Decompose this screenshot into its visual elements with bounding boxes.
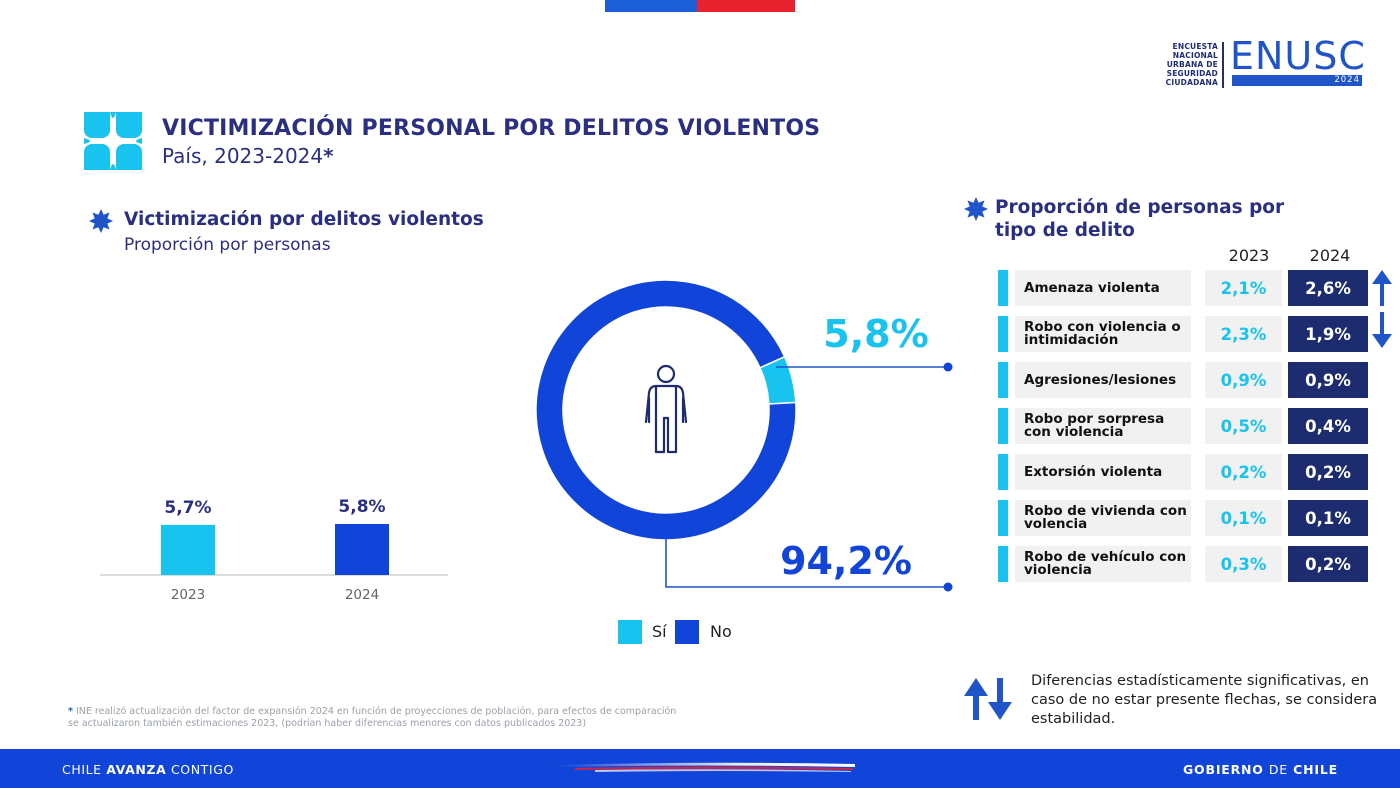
footer-stripe <box>555 762 855 772</box>
row-value-2024: 0,2% <box>1288 454 1368 490</box>
bar-2024 <box>335 524 389 575</box>
footnote-star: * <box>68 706 73 717</box>
footer-left-avanza: AVANZA <box>106 762 167 777</box>
row-marker <box>998 270 1008 306</box>
footnote: * INE realizó actualización del factor d… <box>68 706 688 730</box>
row-marker <box>998 500 1008 536</box>
table-row: Agresiones/lesiones 0,9% 0,9% <box>998 362 1370 398</box>
table-row: Robo de vivienda con volencia 0,1% 0,1% <box>998 500 1370 536</box>
column-header-2024: 2024 <box>1309 246 1351 265</box>
logo-line: NACIONAL <box>1172 51 1218 60</box>
row-value-2023: 0,1% <box>1205 500 1282 536</box>
footer-right-de: DE <box>1268 762 1288 777</box>
row-marker <box>998 408 1008 444</box>
footer-right-gobierno: GOBIERNO <box>1183 762 1269 777</box>
row-marker <box>998 316 1008 352</box>
table-row: Extorsión violenta 0,2% 0,2% <box>998 454 1370 490</box>
starburst-icon <box>964 197 988 221</box>
table-row: Robo con violencia o intimidación 2,3% 1… <box>998 316 1370 352</box>
row-marker <box>998 454 1008 490</box>
logo-word: ENUSC <box>1230 34 1366 78</box>
row-value-2024: 0,2% <box>1288 546 1368 582</box>
table-row: Robo por sorpresa con violencia 0,5% 0,4… <box>998 408 1370 444</box>
row-value-2023: 2,1% <box>1205 270 1282 306</box>
row-label: Robo de vehículo con violencia <box>1015 546 1191 582</box>
row-marker <box>998 546 1008 582</box>
top-accent-red <box>697 0 795 12</box>
legend-label-no: No <box>710 622 732 641</box>
logo-year-bar <box>1232 75 1362 86</box>
bar-2023 <box>161 524 215 575</box>
bar-category-label: 2023 <box>171 587 205 603</box>
bar-value-label: 5,8% <box>338 497 385 517</box>
logo-line: URBANA DE <box>1166 60 1218 69</box>
arrow-up-icon <box>1372 270 1392 306</box>
logo-separator <box>1222 42 1224 88</box>
donut-chart: 5,8% 94,2% <box>535 279 953 592</box>
significance-note: Diferencias estadísticamente significati… <box>1031 673 1378 727</box>
starburst-icon <box>89 209 113 233</box>
row-label: Robo con violencia o intimidación <box>1015 316 1191 352</box>
si-leader-dot <box>943 362 953 372</box>
row-value-2024: 0,4% <box>1288 408 1368 444</box>
row-value-2023: 0,3% <box>1205 546 1282 582</box>
legend-swatch-si <box>618 620 642 644</box>
significance-arrows-icon <box>964 678 1012 720</box>
footer-left-text: CHILE AVANZA CONTIGO <box>62 762 234 777</box>
logo-line: SEGURIDAD <box>1166 69 1218 78</box>
no-leader-dot <box>943 582 953 592</box>
legend-label-si: Sí <box>652 622 667 641</box>
bar-value-label: 5,7% <box>164 498 211 518</box>
donut-slice-no <box>535 279 797 541</box>
logo-small-text: ENCUESTA NACIONAL URBANA DE SEGURIDAD CI… <box>1160 42 1218 87</box>
footer-left-contigo: CONTIGO <box>166 762 234 777</box>
row-value-2024: 0,1% <box>1288 500 1368 536</box>
row-value-2024: 2,6% <box>1288 270 1368 306</box>
row-label: Robo por sorpresa con violencia <box>1015 408 1191 444</box>
footer-right-text: GOBIERNO DE CHILE <box>1183 762 1338 777</box>
top-accent-blue <box>605 0 697 12</box>
page-subtitle: País, 2023-2024* <box>162 144 334 168</box>
legend-swatch-no <box>675 620 699 644</box>
logo-line: CIUDADANA <box>1165 78 1218 87</box>
row-label: Agresiones/lesiones <box>1015 362 1191 398</box>
table-row: Robo de vehículo con violencia 0,3% 0,2% <box>998 546 1370 582</box>
logo-line: ENCUESTA <box>1172 42 1218 51</box>
subtitle-star: * <box>323 144 334 168</box>
page-title: VICTIMIZACIÓN PERSONAL POR DELITOS VIOLE… <box>162 116 821 141</box>
row-label: Extorsión violenta <box>1015 454 1191 490</box>
row-value-2024: 0,9% <box>1288 362 1368 398</box>
donut-label-no: 94,2% <box>780 539 912 583</box>
bar-category-label: 2024 <box>345 587 379 603</box>
no-leader-line <box>665 538 948 588</box>
row-marker <box>998 362 1008 398</box>
row-label: Amenaza violenta <box>1015 270 1191 306</box>
footer-left-chile: CHILE <box>62 762 107 777</box>
row-value-2023: 0,5% <box>1205 408 1282 444</box>
bar-chart: 5,7% 2023 5,8% 2024 <box>100 497 448 603</box>
footnote-text: INE realizó actualización del factor de … <box>68 706 677 729</box>
row-label: Robo de vivienda con volencia <box>1015 500 1191 536</box>
row-value-2023: 0,9% <box>1205 362 1282 398</box>
person-icon <box>644 364 688 454</box>
column-header-2023: 2023 <box>1228 246 1270 265</box>
subtitle-text: País, 2023-2024 <box>162 144 324 168</box>
left-section-heading: Victimización por delitos violentos <box>124 209 484 230</box>
four-petal-icon <box>84 112 142 170</box>
row-value-2023: 0,2% <box>1205 454 1282 490</box>
row-value-2023: 2,3% <box>1205 316 1282 352</box>
footer-right-chile: CHILE <box>1288 762 1338 777</box>
arrow-down-icon <box>1372 312 1392 348</box>
donut-label-si: 5,8% <box>823 312 928 356</box>
right-section-heading: Proporción de personas por tipo de delit… <box>995 197 1285 241</box>
left-section-subheading: Proporción por personas <box>124 235 331 255</box>
logo-year: 2024 <box>1334 75 1360 85</box>
row-value-2024: 1,9% <box>1288 316 1368 352</box>
table-row: Amenaza violenta 2,1% 2,6% <box>998 270 1370 306</box>
